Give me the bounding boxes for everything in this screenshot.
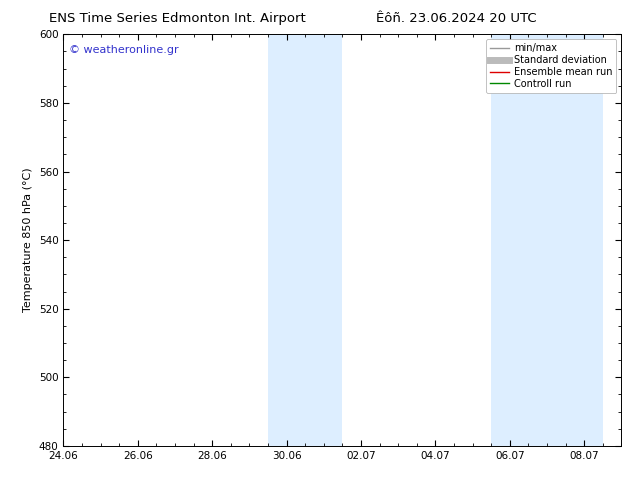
Text: © weatheronline.gr: © weatheronline.gr [69, 45, 179, 54]
Y-axis label: Temperature 850 hPa (°C): Temperature 850 hPa (°C) [23, 168, 33, 313]
Text: Êôñ. 23.06.2024 20 UTC: Êôñ. 23.06.2024 20 UTC [376, 12, 537, 25]
Text: ENS Time Series Edmonton Int. Airport: ENS Time Series Edmonton Int. Airport [49, 12, 306, 25]
Legend: min/max, Standard deviation, Ensemble mean run, Controll run: min/max, Standard deviation, Ensemble me… [486, 39, 616, 93]
Bar [268, 34, 342, 446]
Bar [491, 34, 603, 446]
